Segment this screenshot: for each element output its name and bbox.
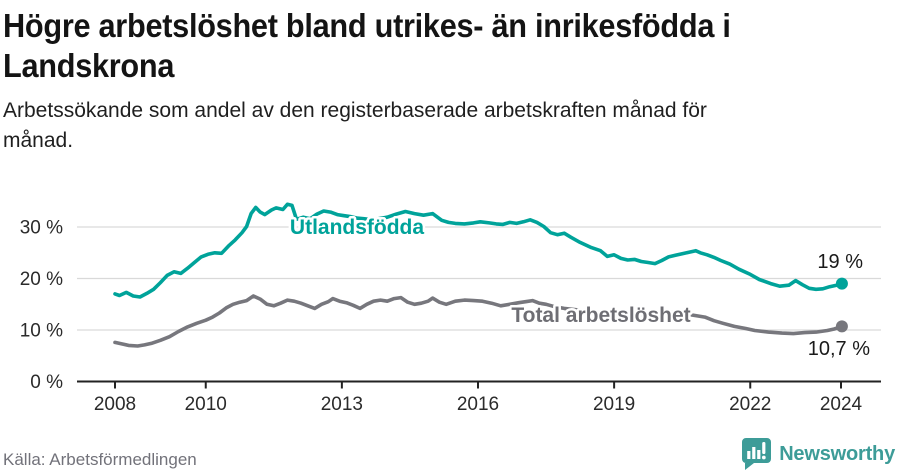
series-label-total: Total arbetslöshet <box>511 304 690 327</box>
subtitle-line-1: Arbetssökande som andel av den registerb… <box>3 99 707 122</box>
end-value-label-total: 10,7 % <box>808 338 870 360</box>
brand-name: Newsworthy <box>779 442 895 465</box>
y-tick-label-30: 30 % <box>20 218 63 239</box>
x-tick-label-2013: 2013 <box>321 394 363 415</box>
brand-logo: Newsworthy <box>740 437 895 471</box>
chart-subtitle: Arbetssökande som andel av den registerb… <box>3 96 707 156</box>
series-end-dot-utlandsfodda <box>835 277 848 290</box>
series-label-utlandsfodda: Utlandsfödda <box>290 216 424 239</box>
x-tick-label-2010: 2010 <box>185 394 227 415</box>
y-tick-label-10: 10 % <box>20 321 63 342</box>
x-tick-label-2022: 2022 <box>729 394 771 415</box>
x-tick-label-2019: 2019 <box>593 394 635 415</box>
title-line-2: Landskrona <box>3 47 175 84</box>
x-tick-label-2008: 2008 <box>94 394 136 415</box>
series-line-utlandsfodda <box>113 202 844 299</box>
x-tick-label-2024: 2024 <box>820 394 863 415</box>
y-tick-label-20: 20 % <box>20 269 63 290</box>
source-note: Källa: Arbetsförmedlingen <box>3 450 197 469</box>
subtitle-line-2: månad. <box>3 129 74 152</box>
x-tick-label-2016: 2016 <box>457 394 499 415</box>
newsworthy-speech-bubble-icon <box>742 438 772 470</box>
series-end-dot-total <box>835 320 848 333</box>
page-title: Högre arbetslöshet bland utrikes- än inr… <box>3 6 785 86</box>
y-tick-label-0: 0 % <box>30 372 63 393</box>
title-line-1: Högre arbetslöshet bland utrikes- än inr… <box>3 7 731 44</box>
end-value-label-utlandsfodda: 19 % <box>817 251 863 273</box>
series-line-total <box>113 294 844 348</box>
